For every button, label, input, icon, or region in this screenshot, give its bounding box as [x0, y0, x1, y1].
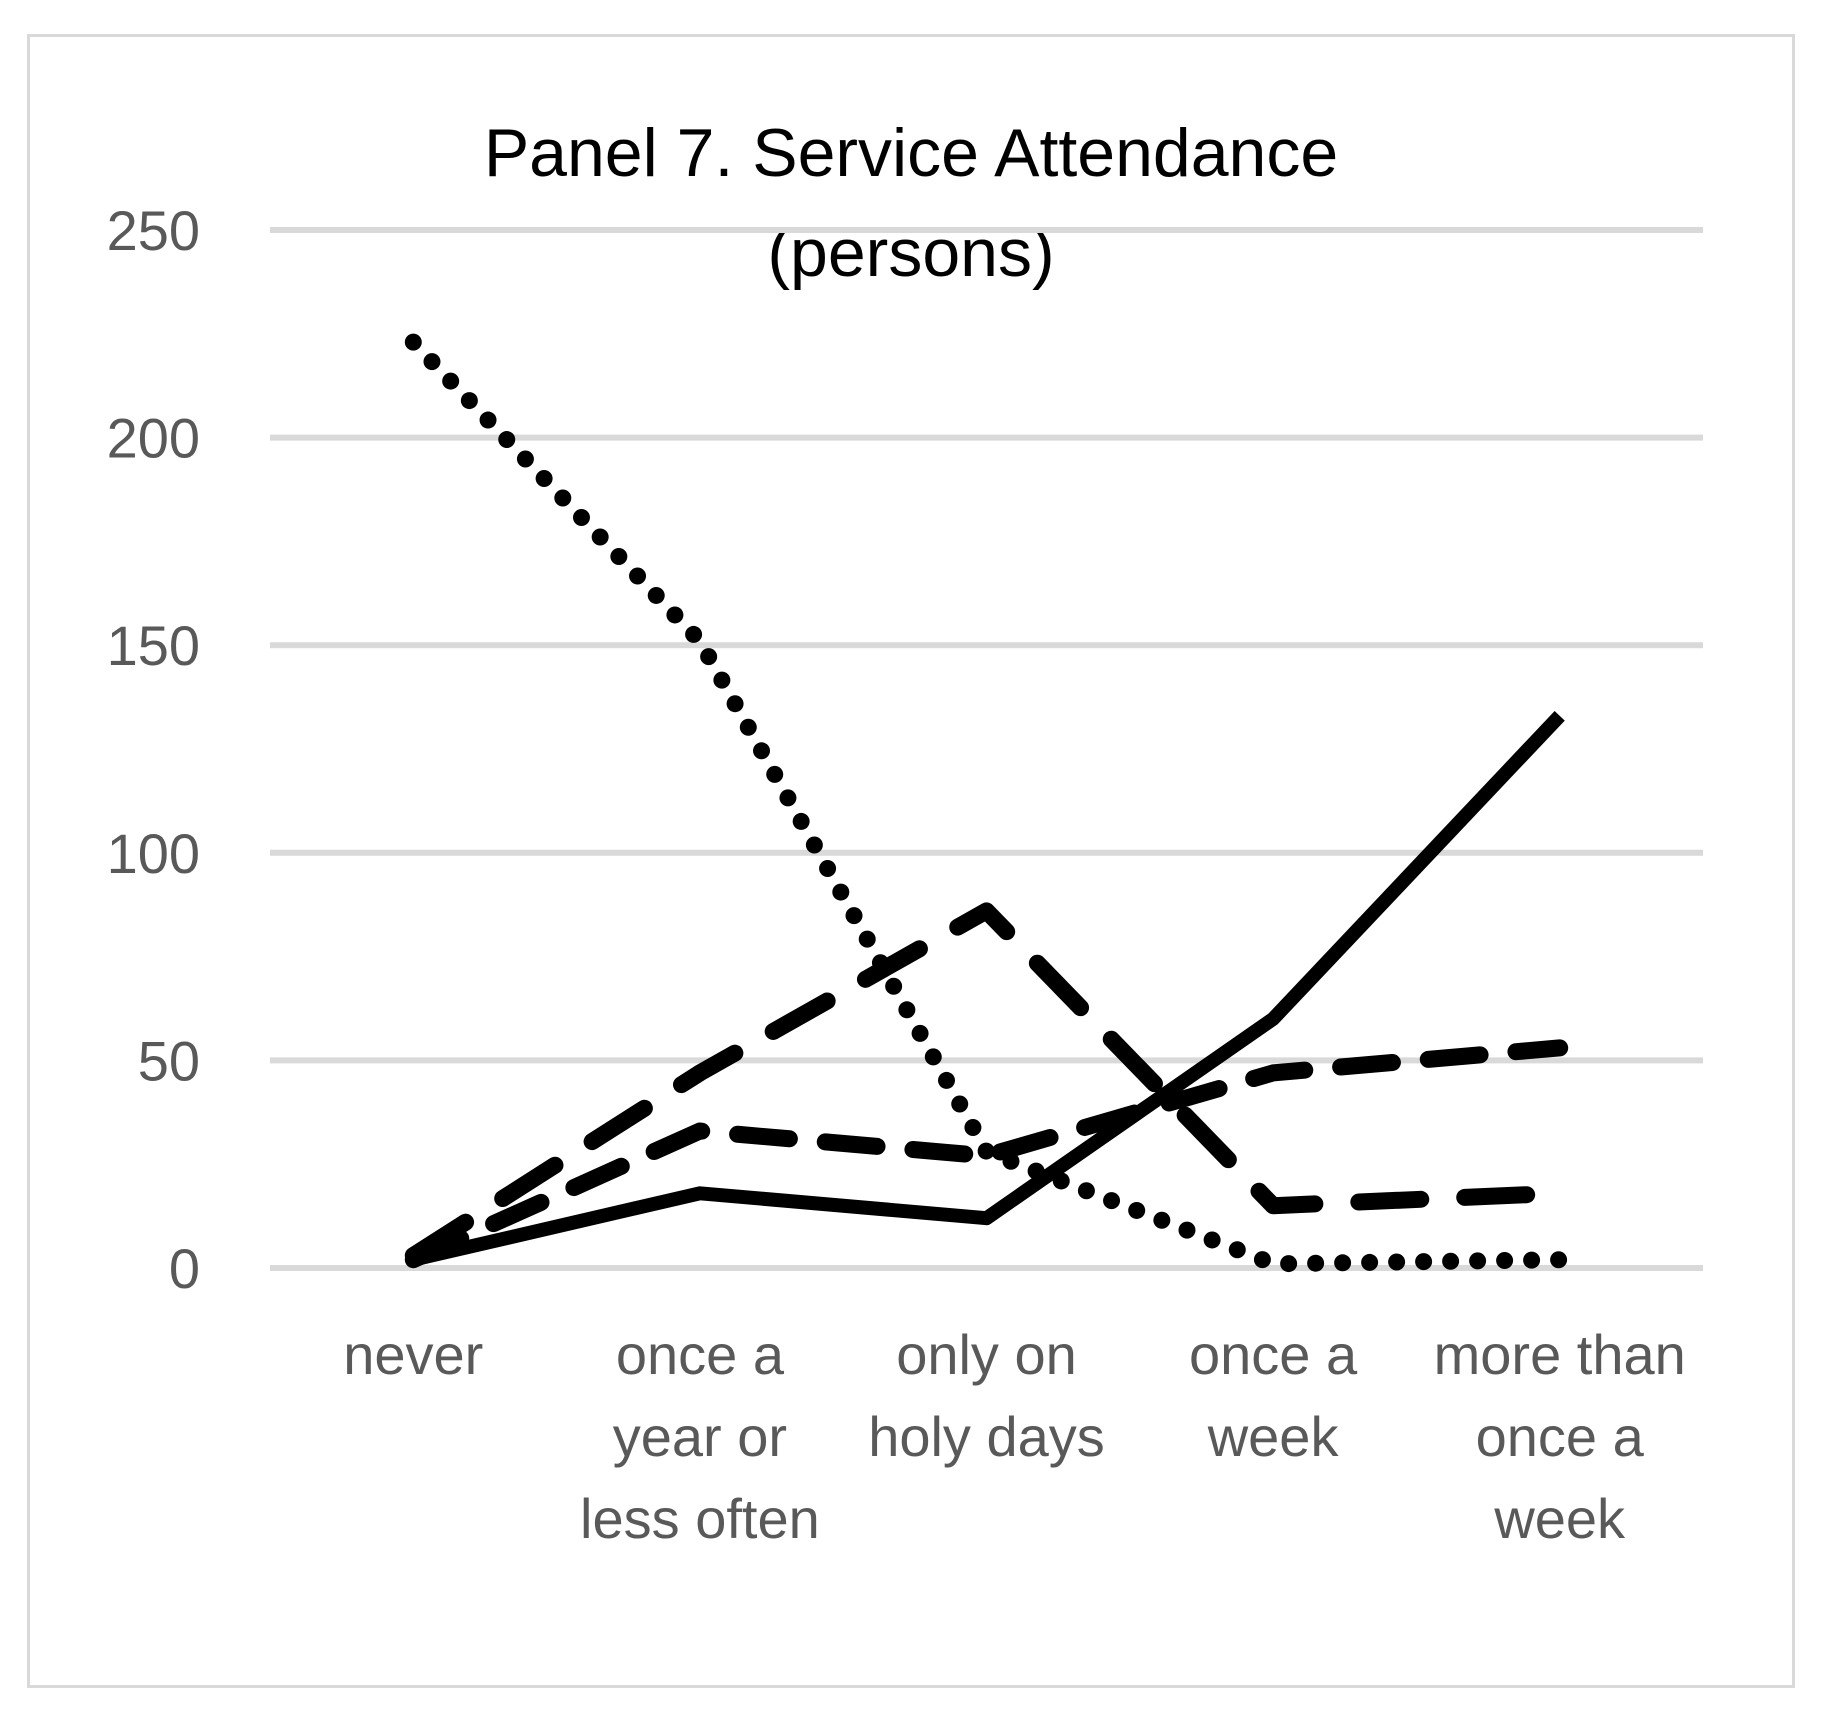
- chart-subtitle: (persons): [767, 215, 1054, 291]
- x-category-label: once a: [1189, 1323, 1358, 1386]
- x-category-label: holy days: [868, 1405, 1105, 1468]
- y-tick-label: 100: [107, 822, 200, 885]
- x-category-label: year or: [613, 1405, 787, 1468]
- y-tick-label: 250: [107, 199, 200, 262]
- series-line-medium-dash: [404, 1039, 1569, 1269]
- series-line-long-dash: [404, 902, 1569, 1264]
- chart-title: Panel 7. Service Attendance: [484, 115, 1338, 191]
- y-axis-ticks: 0 50 100 150 200 250: [107, 199, 200, 1300]
- gridlines: [270, 227, 1703, 1271]
- x-category-label: more than: [1434, 1323, 1686, 1386]
- y-tick-label: 0: [169, 1237, 200, 1300]
- x-axis-categories: never once a year or less often only on holy …: [343, 1323, 1686, 1550]
- series-line-solid: [411, 710, 1565, 1267]
- x-category-label: once a: [616, 1323, 785, 1386]
- y-tick-label: 150: [107, 614, 200, 677]
- y-tick-label: 200: [107, 407, 200, 470]
- x-category-label: only on: [896, 1323, 1077, 1386]
- series-line-dotted: [404, 333, 1569, 1273]
- x-category-label: once a: [1476, 1405, 1645, 1468]
- x-category-label: week: [1493, 1487, 1626, 1550]
- chart-frame: [27, 34, 1795, 1688]
- series-lines: [404, 333, 1569, 1273]
- x-category-label: never: [343, 1323, 483, 1386]
- y-tick-label: 50: [138, 1029, 200, 1092]
- x-category-label: week: [1207, 1405, 1340, 1468]
- x-category-label: less often: [580, 1487, 820, 1550]
